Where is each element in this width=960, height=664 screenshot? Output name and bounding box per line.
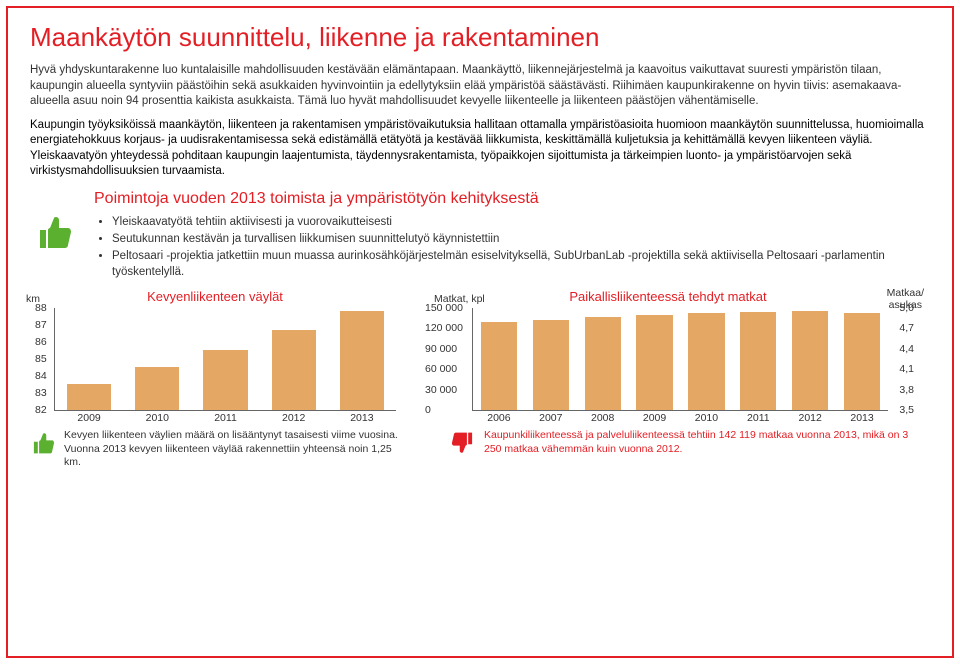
chart-1-ytick: 85: [35, 353, 47, 365]
chart-2-ytick-right: 3,8: [899, 384, 914, 396]
chart-2-ytick: 0: [425, 404, 431, 416]
chart-2-bar: [481, 322, 517, 410]
chart-1-ytick: 87: [35, 319, 47, 331]
chart-1-bar: [340, 311, 384, 410]
charts-row: km Kevyenliikenteen väylät 8283848586878…: [30, 289, 930, 470]
thumbs-down-icon: [450, 430, 476, 456]
chart-2-plot: 030 00060 00090 000120 000150 0005,04,74…: [472, 308, 888, 411]
thumbs-up-icon: [30, 430, 56, 456]
thumbs-up-icon: [30, 190, 78, 252]
chart-1-bar: [67, 384, 111, 410]
chart-2-bar: [688, 313, 724, 410]
page-frame: Maankäytön suunnittelu, liikenne ja rake…: [6, 6, 954, 658]
chart-2-ytick: 150 000: [425, 302, 463, 314]
chart-2-xtick: 2011: [747, 412, 770, 424]
page-title: Maankäytön suunnittelu, liikenne ja rake…: [30, 22, 930, 53]
chart-1-xtick: 2013: [350, 412, 373, 424]
chart-1-xtick: 2011: [214, 412, 237, 424]
chart-1-ytick: 88: [35, 302, 47, 314]
chart-2-note-text: Kaupunkiliikenteessä ja palveluliikentee…: [484, 429, 918, 456]
intro-para-1: Hyvä yhdyskuntarakenne luo kuntalaisille…: [30, 63, 930, 110]
chart-1-xtick: 2012: [282, 412, 305, 424]
bullet-item: Yleiskaavatyötä tehtiin aktiivisesti ja …: [112, 214, 930, 230]
chart-2-ytick-right: 4,4: [899, 343, 914, 355]
chart-1-ytick: 83: [35, 387, 47, 399]
chart-2-title: Paikallisliikenteessä tehdyt matkat: [418, 289, 918, 304]
chart-1-ytick: 84: [35, 370, 47, 382]
chart-2-bar: [844, 313, 880, 410]
chart-1-bar: [203, 350, 247, 410]
chart-2-bar: [740, 312, 776, 410]
chart-1-note-text: Kevyen liikenteen väylien määrä on lisää…: [64, 429, 400, 470]
bullet-item: Peltosaari -projektia jatkettiin muun mu…: [112, 248, 930, 280]
chart-2-ytick: 30 000: [425, 384, 457, 396]
chart-2-ytick-right: 4,7: [899, 322, 914, 334]
chart-1-title: Kevyenliikenteen väylät: [30, 289, 400, 304]
chart-2-xtick: 2007: [539, 412, 562, 424]
chart-1: km Kevyenliikenteen väylät 8283848586878…: [30, 289, 400, 470]
chart-2-ytick: 60 000: [425, 363, 457, 375]
chart-2-xtick: 2010: [695, 412, 718, 424]
chart-1-ytick: 86: [35, 336, 47, 348]
chart-1-bar: [135, 367, 179, 410]
chart-2-ytick-right: 3,5: [899, 404, 914, 416]
chart-2-ytick: 90 000: [425, 343, 457, 355]
chart-2-note: Kaupunkiliikenteessä ja palveluliikentee…: [450, 429, 918, 456]
chart-1-bar: [272, 330, 316, 410]
chart-1-plot: 8283848586878820092010201120122013: [54, 308, 396, 411]
chart-2: Matkat, kpl Matkaa/ asukas Paikallisliik…: [418, 289, 918, 470]
highlights-list: Yleiskaavatyötä tehtiin aktiivisesti ja …: [94, 214, 930, 280]
chart-2-ytick-right: 4,1: [899, 363, 914, 375]
chart-1-xtick: 2010: [146, 412, 169, 424]
chart-2-xtick: 2012: [799, 412, 822, 424]
chart-2-bar: [585, 317, 621, 410]
chart-1-xtick: 2009: [77, 412, 100, 424]
highlights-block: Poimintoja vuoden 2013 toimista ja ympär…: [30, 190, 930, 281]
chart-2-bar: [792, 311, 828, 410]
chart-2-ytick: 120 000: [425, 322, 463, 334]
chart-2-xtick: 2006: [487, 412, 510, 424]
chart-2-xtick: 2009: [643, 412, 666, 424]
chart-1-ytick: 82: [35, 404, 47, 416]
chart-2-bar: [533, 320, 569, 410]
chart-2-bar: [636, 315, 672, 410]
chart-2-xtick: 2008: [591, 412, 614, 424]
bullet-item: Seutukunnan kestävän ja turvallisen liik…: [112, 231, 930, 247]
chart-1-note: Kevyen liikenteen väylien määrä on lisää…: [30, 429, 400, 470]
chart-2-ytick-right: 5,0: [899, 302, 914, 314]
chart-2-xtick: 2013: [850, 412, 873, 424]
highlights-heading: Poimintoja vuoden 2013 toimista ja ympär…: [94, 190, 930, 208]
intro-para-2: Kaupungin työyksiköissä maankäytön, liik…: [30, 118, 930, 180]
